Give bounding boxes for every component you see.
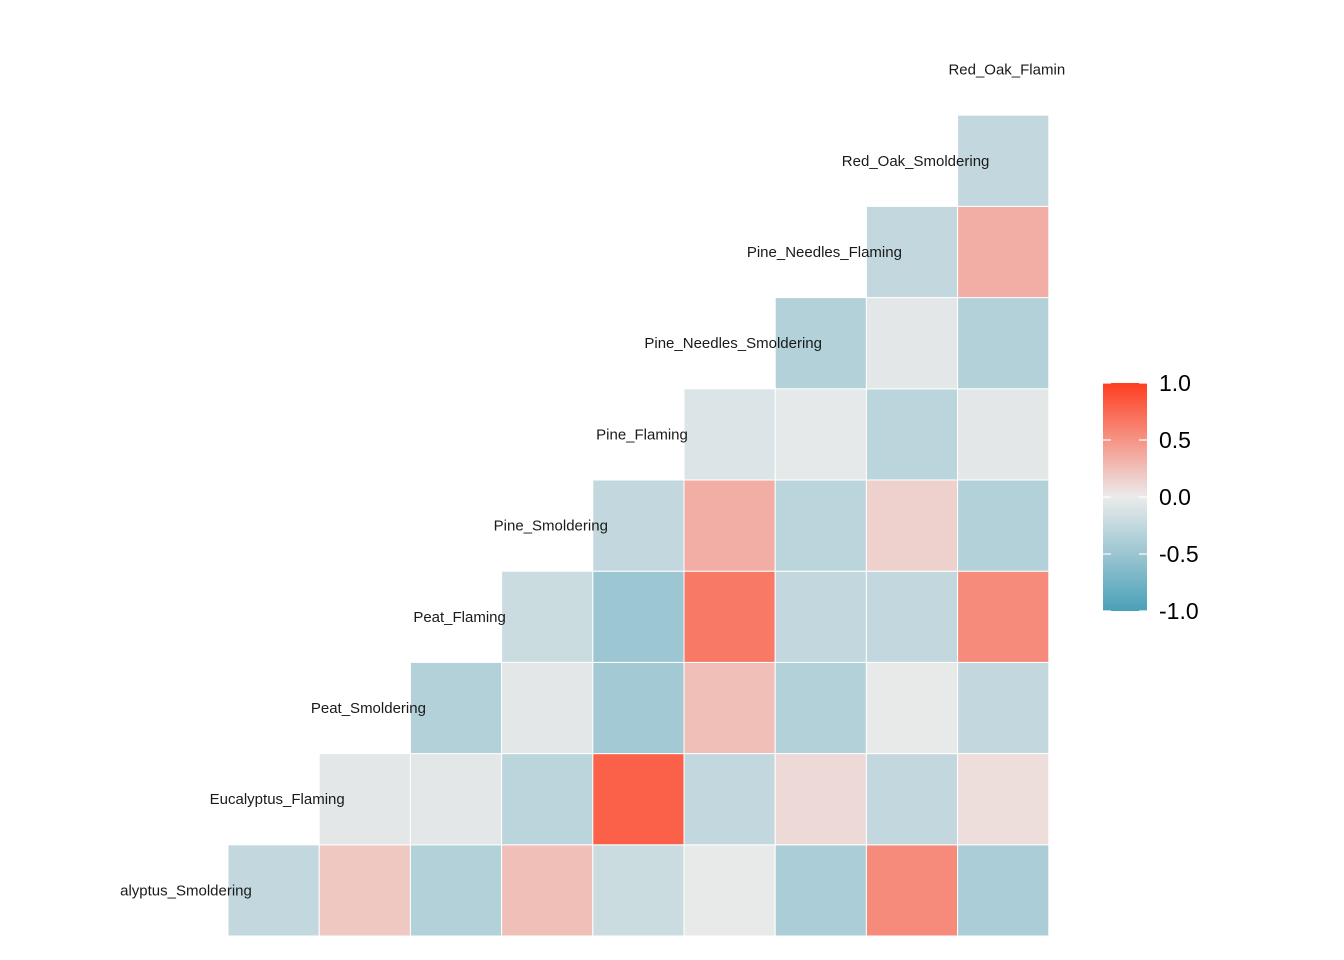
heatmap-cell-Pine_Smoldering-Pine_Flaming xyxy=(592,479,685,572)
heatmap-cell-Pine_Flaming-Pine_Needles_Flaming xyxy=(774,388,867,481)
colorbar-ticks: 1.0 0.5 0.0 -0.5 -1.0 xyxy=(1103,370,1199,624)
heatmap-cell-Eucalyptus_Flaming-Pine_Flaming xyxy=(592,753,685,846)
heatmap-cell-Eucalyptus_Smoldering-Peat_Smoldering xyxy=(318,844,411,937)
heatmap-cell-Pine_Needles_Flaming-Red_Oak_Smoldering xyxy=(865,205,959,299)
heatmap-cell-Eucalyptus_Smoldering-Pine_Needles_Smoldering xyxy=(683,844,776,937)
heatmap-cell-Pine_Needles_Smoldering-Red_Oak_Smoldering xyxy=(865,297,959,390)
variable-label-Red_Oak_Smoldering: Red_Oak_Smoldering xyxy=(842,153,990,170)
heatmap-cell-Peat_Smoldering-Pine_Smoldering xyxy=(501,661,594,755)
heatmap-cell-Red_Oak_Smoldering-Red_Oak_Flaming xyxy=(957,114,1050,207)
colorbar-tick-label: -1.0 xyxy=(1159,598,1199,624)
heatmap-cell-Peat_Flaming-Red_Oak_Smoldering xyxy=(865,570,959,663)
variable-label-Pine_Flaming: Pine_Flaming xyxy=(596,426,688,443)
heatmap-cell-Pine_Smoldering-Red_Oak_Flaming xyxy=(957,479,1050,572)
heatmap-cell-Peat_Flaming-Pine_Flaming xyxy=(592,570,685,663)
variable-label-Pine_Needles_Flaming: Pine_Needles_Flaming xyxy=(747,244,902,261)
heatmap-cell-Eucalyptus_Smoldering-Eucalyptus_Flaming xyxy=(227,844,320,937)
colorbar-tick-label: 0.5 xyxy=(1159,427,1191,453)
colorbar-tick-label: 1.0 xyxy=(1159,370,1191,396)
heatmap-cell-Pine_Flaming-Pine_Needles_Smoldering xyxy=(683,388,776,481)
heatmap-cell-Eucalyptus_Smoldering-Pine_Needles_Flaming xyxy=(774,844,867,937)
heatmap-cell-Eucalyptus_Smoldering-Red_Oak_Flaming xyxy=(957,844,1050,937)
heatmap-cell-Eucalyptus_Flaming-Red_Oak_Flaming xyxy=(957,753,1050,846)
heatmap-cell-Peat_Smoldering-Red_Oak_Flaming xyxy=(957,661,1050,755)
heatmap-cell-Pine_Smoldering-Pine_Needles_Smoldering xyxy=(683,479,776,572)
heatmap-cell-Peat_Flaming-Pine_Smoldering xyxy=(501,570,594,663)
colorbar-legend: 1.0 0.5 0.0 -0.5 -1.0 xyxy=(1103,370,1199,624)
colorbar-tick-label: 0.0 xyxy=(1159,484,1191,510)
heatmap-cell-Eucalyptus_Flaming-Red_Oak_Smoldering xyxy=(865,753,959,846)
heatmap-cell-Peat_Flaming-Pine_Needles_Smoldering xyxy=(683,570,776,663)
colorbar-tick-label: -0.5 xyxy=(1159,541,1199,567)
heatmap-cell-Pine_Needles_Flaming-Red_Oak_Flaming xyxy=(957,205,1050,299)
variable-label-Eucalyptus_Flaming: Eucalyptus_Flaming xyxy=(210,791,345,808)
heatmap-cell-Peat_Smoldering-Pine_Needles_Flaming xyxy=(774,661,867,755)
heatmap-cell-Peat_Smoldering-Peat_Flaming xyxy=(409,661,503,755)
heatmap-cell-Eucalyptus_Smoldering-Pine_Smoldering xyxy=(501,844,594,937)
heatmap-cell-Eucalyptus_Smoldering-Pine_Flaming xyxy=(592,844,685,937)
heatmap-cell-Eucalyptus_Flaming-Peat_Smoldering xyxy=(318,753,411,846)
heatmap-cell-Eucalyptus_Flaming-Pine_Needles_Smoldering xyxy=(683,753,776,846)
variable-label-Peat_Smoldering: Peat_Smoldering xyxy=(311,700,426,717)
variable-label-Pine_Needles_Smoldering: Pine_Needles_Smoldering xyxy=(644,335,822,352)
heatmap-cell-Eucalyptus_Smoldering-Red_Oak_Smoldering xyxy=(865,844,959,937)
variable-label-Peat_Flaming: Peat_Flaming xyxy=(413,609,506,626)
variable-labels: alyptus_Smoldering Eucalyptus_Flaming Peat… xyxy=(120,62,1065,900)
heatmap-cell-Eucalyptus_Flaming-Peat_Flaming xyxy=(409,753,503,846)
heatmap-cell-Pine_Smoldering-Pine_Needles_Flaming xyxy=(774,479,867,572)
heatmap-cell-Eucalyptus_Smoldering-Peat_Flaming xyxy=(409,844,503,937)
heatmap-tiles xyxy=(227,114,1050,937)
heatmap-cell-Peat_Smoldering-Pine_Needles_Smoldering xyxy=(683,661,776,755)
heatmap-cell-Pine_Flaming-Red_Oak_Smoldering xyxy=(865,388,959,481)
heatmap-cell-Peat_Flaming-Pine_Needles_Flaming xyxy=(774,570,867,663)
heatmap-cell-Pine_Smoldering-Red_Oak_Smoldering xyxy=(865,479,959,572)
heatmap-cell-Peat_Flaming-Red_Oak_Flaming xyxy=(957,570,1050,663)
heatmap-cell-Peat_Smoldering-Red_Oak_Smoldering xyxy=(865,661,959,755)
heatmap-cell-Pine_Needles_Smoldering-Red_Oak_Flaming xyxy=(957,297,1050,390)
variable-label-Red_Oak_Flaming: Red_Oak_Flamin xyxy=(948,62,1065,79)
heatmap-cell-Pine_Needles_Smoldering-Pine_Needles_Flaming xyxy=(774,297,867,390)
heatmap-cell-Peat_Smoldering-Pine_Flaming xyxy=(592,661,685,755)
heatmap-cell-Eucalyptus_Flaming-Pine_Needles_Flaming xyxy=(774,753,867,846)
heatmap-cell-Eucalyptus_Flaming-Pine_Smoldering xyxy=(501,753,594,846)
heatmap-cell-Pine_Flaming-Red_Oak_Flaming xyxy=(957,388,1050,481)
variable-label-Eucalyptus_Smoldering: alyptus_Smoldering xyxy=(120,882,252,899)
variable-label-Pine_Smoldering: Pine_Smoldering xyxy=(494,518,608,535)
